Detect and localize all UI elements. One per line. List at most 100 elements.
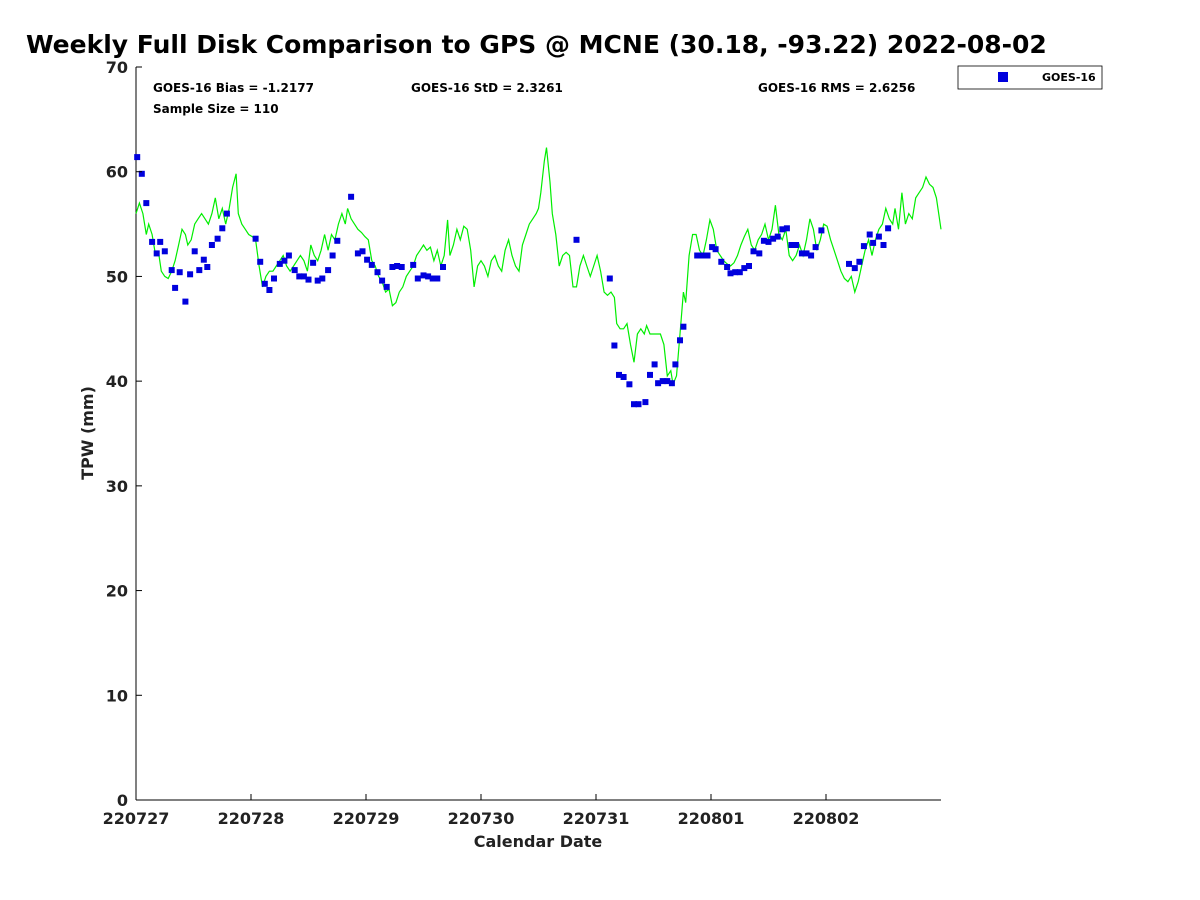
goes-16-point — [709, 244, 716, 251]
legend: GOES-16 — [957, 65, 1103, 90]
goes-16-point — [700, 252, 706, 259]
goes-16-point — [149, 238, 156, 245]
legend-marker — [998, 72, 1008, 82]
goes-16-point — [196, 267, 203, 274]
goes-16-point — [414, 275, 421, 282]
gps-series — [135, 147, 942, 387]
goes-16-point — [172, 284, 179, 291]
goes-16-point — [818, 227, 825, 234]
x-tick-label: 220801 — [678, 809, 745, 828]
goes-16-point — [659, 378, 666, 385]
x-tick-label: 220727 — [103, 809, 170, 828]
goes-16-point — [168, 267, 175, 274]
goes-16-point — [727, 270, 734, 277]
goes-16-point — [611, 342, 618, 349]
goes-16-point — [261, 280, 268, 287]
goes-16-point — [732, 269, 739, 276]
y-tick-label: 70 — [106, 58, 128, 77]
y-axis-label: TPW (mm) — [78, 386, 97, 480]
goes-16-point — [204, 264, 211, 270]
goes-16-point — [398, 264, 405, 270]
x-tick-label: 220731 — [563, 809, 630, 828]
y-tick-label: 20 — [106, 582, 128, 601]
goes-16-point — [214, 235, 221, 242]
rms-stat: GOES-16 RMS = 2.6256 — [758, 81, 915, 95]
goes-16-point — [219, 225, 226, 232]
goes-16-point — [143, 200, 150, 207]
goes-16-point — [281, 257, 288, 264]
goes-16-point — [870, 239, 877, 246]
goes-16-point — [252, 235, 259, 242]
x-tick-label: 220728 — [218, 809, 285, 828]
goes-16-point — [655, 380, 662, 387]
goes-16-point — [846, 260, 852, 267]
goes-16-point — [724, 264, 731, 270]
goes-16-point — [680, 323, 687, 330]
goes-16-point — [677, 337, 683, 344]
goes-16-point — [182, 298, 189, 305]
goes-16-point — [647, 371, 653, 378]
goes-16-point — [793, 242, 800, 248]
goes-16-point — [750, 248, 757, 255]
goes-16-point — [429, 275, 436, 282]
goes-16-point — [783, 225, 790, 232]
std-stat: GOES-16 StD = 2.3261 — [411, 81, 563, 95]
goes-16-point — [860, 243, 867, 250]
goes-16-point — [138, 170, 145, 177]
goes-16-point — [420, 272, 427, 279]
goes-16-point — [410, 261, 417, 268]
goes-16-point — [880, 242, 887, 248]
goes-16-point — [334, 237, 341, 244]
goes-16-point — [741, 265, 748, 272]
goes-16-point — [425, 273, 432, 280]
legend-box — [957, 65, 1103, 90]
goes-16-point — [635, 401, 642, 408]
goes-16-point — [379, 277, 386, 284]
goes-16-point — [296, 273, 303, 280]
goes-16-point — [134, 154, 141, 161]
goes-16-point — [760, 237, 767, 244]
y-tick-label: 10 — [106, 686, 128, 705]
goes-16-point — [626, 381, 633, 388]
y-tick-label: 60 — [106, 163, 128, 182]
goes-16-point — [885, 225, 892, 232]
goes-16-point — [176, 269, 183, 276]
goes-16-point — [394, 263, 401, 269]
goes-16-point — [300, 273, 307, 280]
goes-16-point — [187, 271, 194, 278]
legend-label: GOES-16 — [1042, 71, 1096, 84]
y-tick-label: 30 — [106, 477, 128, 496]
goes-16-point — [798, 250, 805, 257]
goes-16-point — [223, 210, 230, 217]
chart-title: Weekly Full Disk Comparison to GPS @ MCN… — [26, 30, 1047, 59]
y-tick-label: 50 — [106, 267, 128, 286]
goes-16-point — [310, 259, 317, 266]
goes-16-point — [325, 267, 332, 274]
goes-16-point — [718, 258, 725, 265]
sample-size-stat: Sample Size = 110 — [153, 102, 279, 116]
gps-line — [135, 147, 942, 387]
goes-16-point — [712, 246, 719, 253]
goes-16-point — [348, 193, 355, 200]
goes-16-point — [354, 250, 361, 257]
goes-16-point — [851, 265, 858, 272]
goes-16-series — [134, 154, 892, 408]
goes-16-point — [812, 244, 819, 251]
goes-16-point — [374, 269, 381, 276]
goes-16-point — [746, 263, 752, 269]
goes-16-point — [329, 252, 336, 259]
axes: 0 10 20 30 40 50 60 70 220727 220728 220729 220730 2… — [103, 58, 860, 828]
goes-16-point — [606, 275, 613, 282]
goes-16-point — [573, 236, 580, 243]
goes-16-point — [208, 242, 215, 248]
goes-16-point — [153, 250, 160, 257]
goes-16-point — [285, 252, 292, 259]
plot-area — [135, 67, 941, 801]
goes-16-point — [672, 361, 679, 368]
goes-16-point — [620, 374, 627, 380]
goes-16-point — [704, 252, 711, 259]
y-tick-label: 40 — [106, 372, 128, 391]
goes-16-point — [319, 275, 326, 282]
x-axis-label: Calendar Date — [474, 832, 603, 851]
